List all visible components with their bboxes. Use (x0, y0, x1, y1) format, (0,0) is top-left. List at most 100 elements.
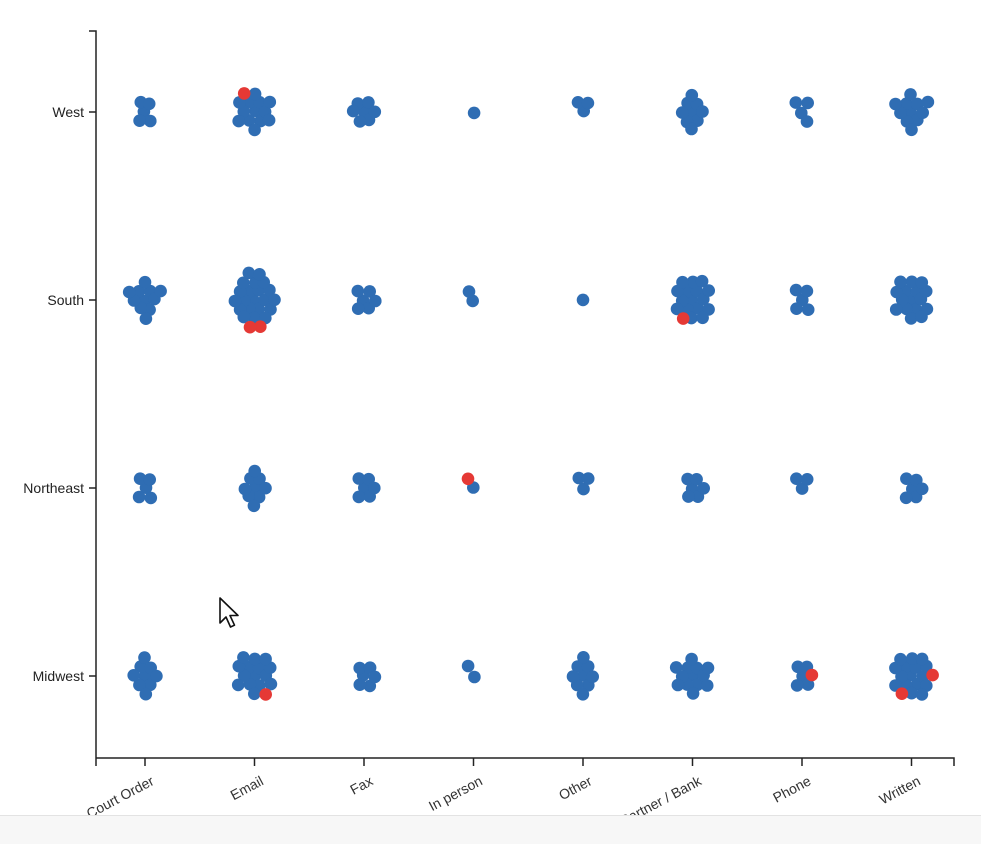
data-point-blue[interactable] (795, 482, 809, 495)
data-point-blue[interactable] (800, 473, 814, 486)
data-point-blue[interactable] (685, 122, 698, 136)
data-point-blue[interactable] (790, 302, 803, 316)
data-point-blue[interactable] (369, 294, 382, 308)
data-point-blue[interactable] (133, 678, 146, 692)
data-point-blue[interactable] (890, 285, 903, 299)
data-point-blue[interactable] (237, 276, 250, 290)
data-point-blue[interactable] (581, 472, 595, 485)
data-point-blue[interactable] (915, 276, 929, 289)
data-point-blue[interactable] (790, 679, 804, 692)
data-point-blue[interactable] (675, 106, 689, 119)
data-point-blue[interactable] (571, 660, 584, 673)
data-point-blue[interactable] (353, 678, 367, 691)
data-point-blue[interactable] (228, 294, 242, 308)
data-point-blue[interactable] (247, 499, 261, 513)
data-point-blue[interactable] (801, 303, 815, 317)
data-point-blue[interactable] (237, 669, 251, 682)
data-point-red[interactable] (926, 668, 939, 682)
data-point-blue[interactable] (669, 661, 683, 674)
data-point-blue[interactable] (894, 652, 907, 666)
data-point-blue[interactable] (351, 284, 365, 298)
data-point-blue[interactable] (248, 311, 261, 325)
data-point-blue[interactable] (248, 464, 261, 478)
data-point-blue[interactable] (801, 96, 814, 110)
data-point-blue[interactable] (571, 96, 585, 109)
data-point-blue[interactable] (685, 652, 698, 666)
data-point-blue[interactable] (150, 669, 163, 683)
data-point-blue[interactable] (351, 302, 365, 316)
data-point-blue[interactable] (353, 115, 367, 128)
data-point-blue[interactable] (915, 688, 929, 701)
data-point-blue[interactable] (905, 123, 918, 137)
data-point-blue[interactable] (461, 659, 475, 673)
data-point-blue[interactable] (468, 670, 481, 684)
data-point-blue[interactable] (686, 275, 700, 289)
data-point-blue[interactable] (682, 490, 695, 503)
data-point-blue[interactable] (248, 123, 261, 137)
data-point-blue[interactable] (368, 105, 382, 119)
data-point-blue[interactable] (671, 678, 685, 692)
data-point-blue[interactable] (264, 677, 278, 691)
data-point-blue[interactable] (700, 679, 714, 692)
data-point-blue[interactable] (670, 302, 684, 316)
data-point-blue[interactable] (681, 472, 694, 486)
data-point-blue[interactable] (566, 670, 580, 683)
data-point-blue[interactable] (894, 275, 907, 289)
data-point-blue[interactable] (915, 482, 929, 496)
data-point-blue[interactable] (127, 669, 140, 682)
data-point-blue[interactable] (138, 651, 151, 664)
data-point-blue[interactable] (789, 96, 803, 109)
data-point-blue[interactable] (262, 113, 276, 127)
data-point-blue[interactable] (691, 302, 704, 315)
data-point-blue[interactable] (905, 652, 919, 665)
data-point-blue[interactable] (467, 106, 481, 120)
data-point-blue[interactable] (577, 482, 590, 496)
data-point-blue[interactable] (696, 311, 709, 325)
data-point-blue[interactable] (368, 481, 381, 495)
data-point-blue[interactable] (242, 266, 256, 280)
data-point-blue[interactable] (889, 303, 903, 316)
data-point-blue[interactable] (899, 491, 913, 505)
data-point-blue[interactable] (133, 472, 147, 486)
data-point-blue[interactable] (133, 114, 146, 127)
data-point-blue[interactable] (352, 472, 366, 485)
data-point-blue[interactable] (905, 686, 918, 700)
data-point-blue[interactable] (132, 490, 146, 504)
data-point-blue[interactable] (889, 97, 902, 111)
data-point-blue[interactable] (248, 652, 262, 666)
data-point-blue[interactable] (122, 285, 136, 299)
data-point-blue[interactable] (576, 688, 590, 701)
data-point-blue[interactable] (581, 96, 595, 110)
data-point-blue[interactable] (900, 472, 913, 486)
data-point-blue[interactable] (791, 660, 805, 674)
data-point-blue[interactable] (353, 661, 367, 675)
data-point-red[interactable] (461, 472, 475, 486)
data-point-blue[interactable] (904, 312, 918, 325)
data-point-blue[interactable] (238, 482, 252, 496)
data-point-red[interactable] (253, 320, 267, 334)
data-point-blue[interactable] (789, 283, 803, 297)
data-point-blue[interactable] (800, 284, 814, 298)
data-point-blue[interactable] (701, 661, 715, 675)
data-point-blue[interactable] (258, 293, 272, 307)
data-point-blue[interactable] (259, 481, 272, 495)
data-point-blue[interactable] (268, 293, 281, 307)
data-point-red[interactable] (259, 688, 273, 701)
data-point-blue[interactable] (142, 97, 156, 111)
data-point-blue[interactable] (352, 490, 366, 504)
data-point-blue[interactable] (572, 471, 586, 485)
data-point-blue[interactable] (790, 472, 803, 486)
data-point-blue[interactable] (363, 285, 377, 298)
data-point-blue[interactable] (232, 114, 245, 128)
data-point-blue[interactable] (138, 275, 152, 289)
data-point-blue[interactable] (686, 687, 700, 700)
data-point-blue[interactable] (696, 105, 709, 118)
data-point-blue[interactable] (685, 88, 699, 102)
data-point-blue[interactable] (800, 115, 814, 128)
data-point-blue[interactable] (576, 293, 590, 307)
data-point-red[interactable] (676, 312, 690, 325)
data-point-blue[interactable] (143, 473, 156, 486)
data-point-blue[interactable] (231, 678, 245, 692)
data-point-red[interactable] (895, 687, 909, 700)
data-point-blue[interactable] (144, 491, 158, 505)
